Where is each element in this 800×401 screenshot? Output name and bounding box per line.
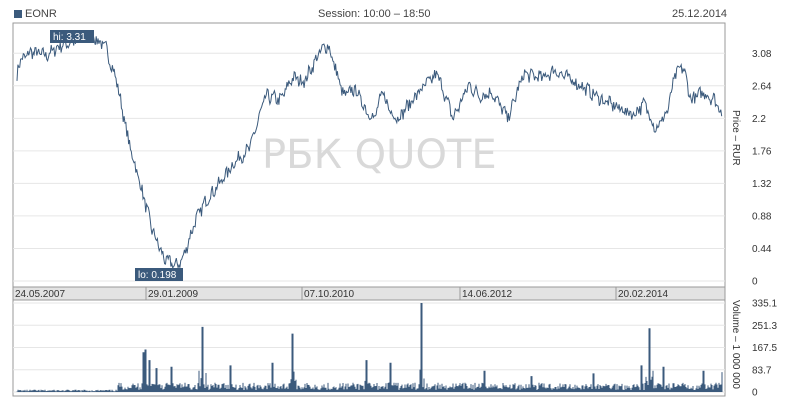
- price-tick-label: 2.2: [752, 114, 766, 125]
- date-label: 25.12.2014: [672, 8, 728, 20]
- low-annotation: lo: 0.198: [138, 270, 177, 281]
- price-tick-label: 1.76: [752, 146, 772, 157]
- high-annotation-box: [50, 30, 94, 43]
- volume-series: [16, 303, 723, 392]
- price-tick-label: 0.88: [752, 211, 772, 222]
- watermark: РБК QUOTE: [262, 132, 497, 178]
- series-color-swatch: [14, 10, 22, 18]
- price-tick-label: 2.64: [752, 81, 772, 92]
- price-line: [16, 34, 723, 270]
- volume-axis-label: Volume – 1 000 000: [730, 300, 741, 389]
- price-tick-label: 1.32: [752, 179, 772, 190]
- date-tick-label: 07.10.2010: [304, 289, 354, 300]
- price-y-axis: 3.08 2.64 2.2 1.76 1.32 0.88 0.44 0: [752, 49, 772, 288]
- annotations: hi: 3.31 lo: 0.198: [50, 30, 183, 281]
- volume-tick-label: 0: [752, 388, 758, 399]
- price-series: [16, 34, 723, 270]
- date-tick-label: 14.06.2012: [462, 289, 512, 300]
- price-axis-label: Price – RUR: [730, 110, 741, 166]
- volume-tick-label: 251.3: [752, 321, 777, 332]
- high-annotation: hi: 3.31: [53, 32, 86, 43]
- price-tick-label: 0.44: [752, 244, 772, 255]
- low-annotation-box: [135, 268, 183, 281]
- volume-tick-label: 83.7: [752, 365, 772, 376]
- date-tick-label: 29.01.2009: [148, 289, 198, 300]
- ticker-text: EONR: [25, 8, 57, 20]
- date-axis: 24.05.2007 29.01.2009 07.10.2010 14.06.2012…: [12, 287, 668, 300]
- volume-tick-label: 167.5: [752, 343, 777, 354]
- price-tick-label: 3.08: [752, 49, 772, 60]
- price-grid: [13, 52, 725, 282]
- volume-y-axis: 335.1 251.3 167.5 83.7 0: [752, 299, 777, 399]
- volume-tick-label: 335.1: [752, 299, 777, 310]
- session-label: Session: 10:00 – 18:50: [318, 8, 431, 20]
- date-tick-label: 24.05.2007: [15, 289, 65, 300]
- date-tick-label: 20.02.2014: [618, 289, 668, 300]
- ticker-label: EONR: [14, 8, 57, 20]
- price-tick-label: 0: [752, 277, 758, 288]
